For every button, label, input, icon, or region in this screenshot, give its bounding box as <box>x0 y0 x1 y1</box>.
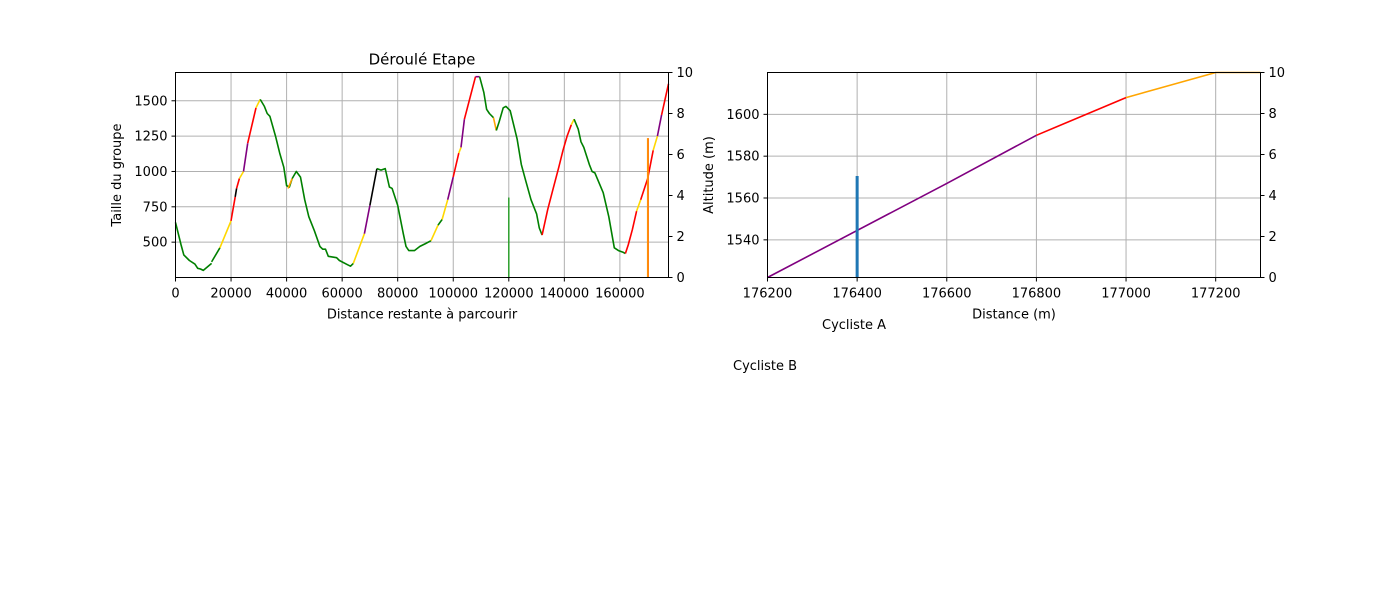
chart1-series-segment <box>652 135 659 151</box>
chart1-series-segment <box>635 199 642 212</box>
chart1-series-segment <box>259 98 293 188</box>
chart1-series-segment <box>656 114 663 137</box>
chart2-plot-frame <box>767 72 1261 278</box>
chart1-y2-tick-label: 2 <box>677 230 685 245</box>
chart2-y-axis-label: Altitude (m) <box>702 136 717 214</box>
chart1-plot-frame <box>175 72 669 278</box>
chart1-series-segment <box>242 143 249 172</box>
chart1-series-segment <box>369 168 378 206</box>
chart1-y2-tick-label: 10 <box>677 66 694 81</box>
chart1-series-segment <box>210 247 221 263</box>
chart1-series-segment <box>492 117 498 131</box>
chart1-series-segment <box>437 219 443 226</box>
chart1-series-segment <box>230 196 236 222</box>
chart1-y2-tick-label: 0 <box>677 271 685 286</box>
chart1-series-segment <box>287 178 293 189</box>
chart1-series-segment <box>660 83 670 116</box>
chart1-x-tick-label: 160000 <box>595 287 645 302</box>
chart1-y2-tick-label: 6 <box>677 148 685 163</box>
chart1-y2-tick-label: 4 <box>677 189 685 204</box>
chart1-x-tick-label: 20000 <box>210 287 251 302</box>
chart1-series-segment <box>458 147 462 154</box>
chart2: 176200 176400 176600 176800 177000 177200 1540… <box>702 66 1285 323</box>
chart2-y2-tick-label: 0 <box>1269 271 1277 286</box>
chart1-series-segment <box>446 176 454 200</box>
chart2-x-tick-label: 177200 <box>1191 287 1241 302</box>
chart1-x-tick-label: 60000 <box>321 287 362 302</box>
chart1-y-axis-label: Taille du groupe <box>110 123 125 227</box>
chart1-series-segment <box>235 178 241 189</box>
chart1: 0 20000 40000 60000 80000 100000 120000 140000 1… <box>110 51 693 323</box>
cyclist-a-label: Cycliste A <box>822 318 887 333</box>
chart1-y-tick-label: 1500 <box>134 94 167 109</box>
chart1-x-tick-label: 40000 <box>266 287 307 302</box>
chart1-y-tick-label: 500 <box>143 236 168 251</box>
chart2-x-tick-label: 176400 <box>832 287 882 302</box>
chart2-x-tick-label: 177000 <box>1101 287 1151 302</box>
chart1-series-segment <box>291 170 354 268</box>
chart2-y-tick-label: 1560 <box>726 192 759 207</box>
chart1-y-tick-label: 1250 <box>134 130 167 145</box>
chart1-x-tick-label: 120000 <box>484 287 534 302</box>
chart1-series-segment <box>624 210 638 254</box>
chart2-y2-tick-label: 10 <box>1269 66 1286 81</box>
chart2-x-tick-label: 176600 <box>922 287 972 302</box>
chart1-series-segment <box>174 222 213 272</box>
chart1-series-segment <box>430 224 439 242</box>
chart1-series-segment <box>234 188 238 198</box>
chart1-y2-tick-label: 8 <box>677 107 685 122</box>
chart2-y2-tick-label: 8 <box>1269 107 1277 122</box>
chart1-y-tick-label: 750 <box>143 200 168 215</box>
chart1-series-segment <box>541 124 573 236</box>
chart1-series-segment <box>452 152 460 178</box>
chart2-y2-tick-label: 2 <box>1269 230 1277 245</box>
chart2-y2-tick-label: 4 <box>1269 189 1277 204</box>
chart2-x-axis-label: Distance (m) <box>972 308 1056 323</box>
chart1-series-segment <box>352 233 366 264</box>
chart1-series-segment <box>376 167 432 252</box>
chart2-y-tick-label: 1540 <box>726 233 759 248</box>
chart1-series-segment <box>460 119 466 148</box>
chart1-series-segment <box>246 107 257 144</box>
chart1-series-segment <box>255 99 261 109</box>
chart1-x-tick-label: 80000 <box>377 287 418 302</box>
chart1-x-tick-label: 0 <box>171 287 179 302</box>
chart2-series-segment <box>1036 96 1127 137</box>
chart2-series-segment <box>1125 71 1261 99</box>
chart1-x-tick-label: 140000 <box>540 287 590 302</box>
chart1-series-segment <box>478 76 495 119</box>
cyclist-b-label: Cycliste B <box>733 359 798 374</box>
chart1-series-segment <box>363 205 371 234</box>
chart2-series-segment <box>767 134 1037 279</box>
chart1-series-segment <box>441 199 449 220</box>
chart2-y-tick-label: 1600 <box>726 108 759 123</box>
chart1-series-segment <box>495 105 543 236</box>
chart1-x-tick-label: 100000 <box>428 287 478 302</box>
chart1-series-segment <box>463 76 477 120</box>
chart2-y-tick-label: 1580 <box>726 150 759 165</box>
chart1-series-segment <box>573 118 626 255</box>
chart2-y2-tick-label: 6 <box>1269 148 1277 163</box>
chart2-x-tick-label: 176800 <box>1012 287 1062 302</box>
chart1-series-segment <box>219 220 232 249</box>
chart1-x-axis-label: Distance restante à parcourir <box>327 308 518 323</box>
chart1-series-segment <box>238 171 245 179</box>
chart1-title: Déroulé Etape <box>369 51 476 69</box>
chart1-y-tick-label: 1000 <box>134 165 167 180</box>
chart2-x-tick-label: 176200 <box>743 287 793 302</box>
